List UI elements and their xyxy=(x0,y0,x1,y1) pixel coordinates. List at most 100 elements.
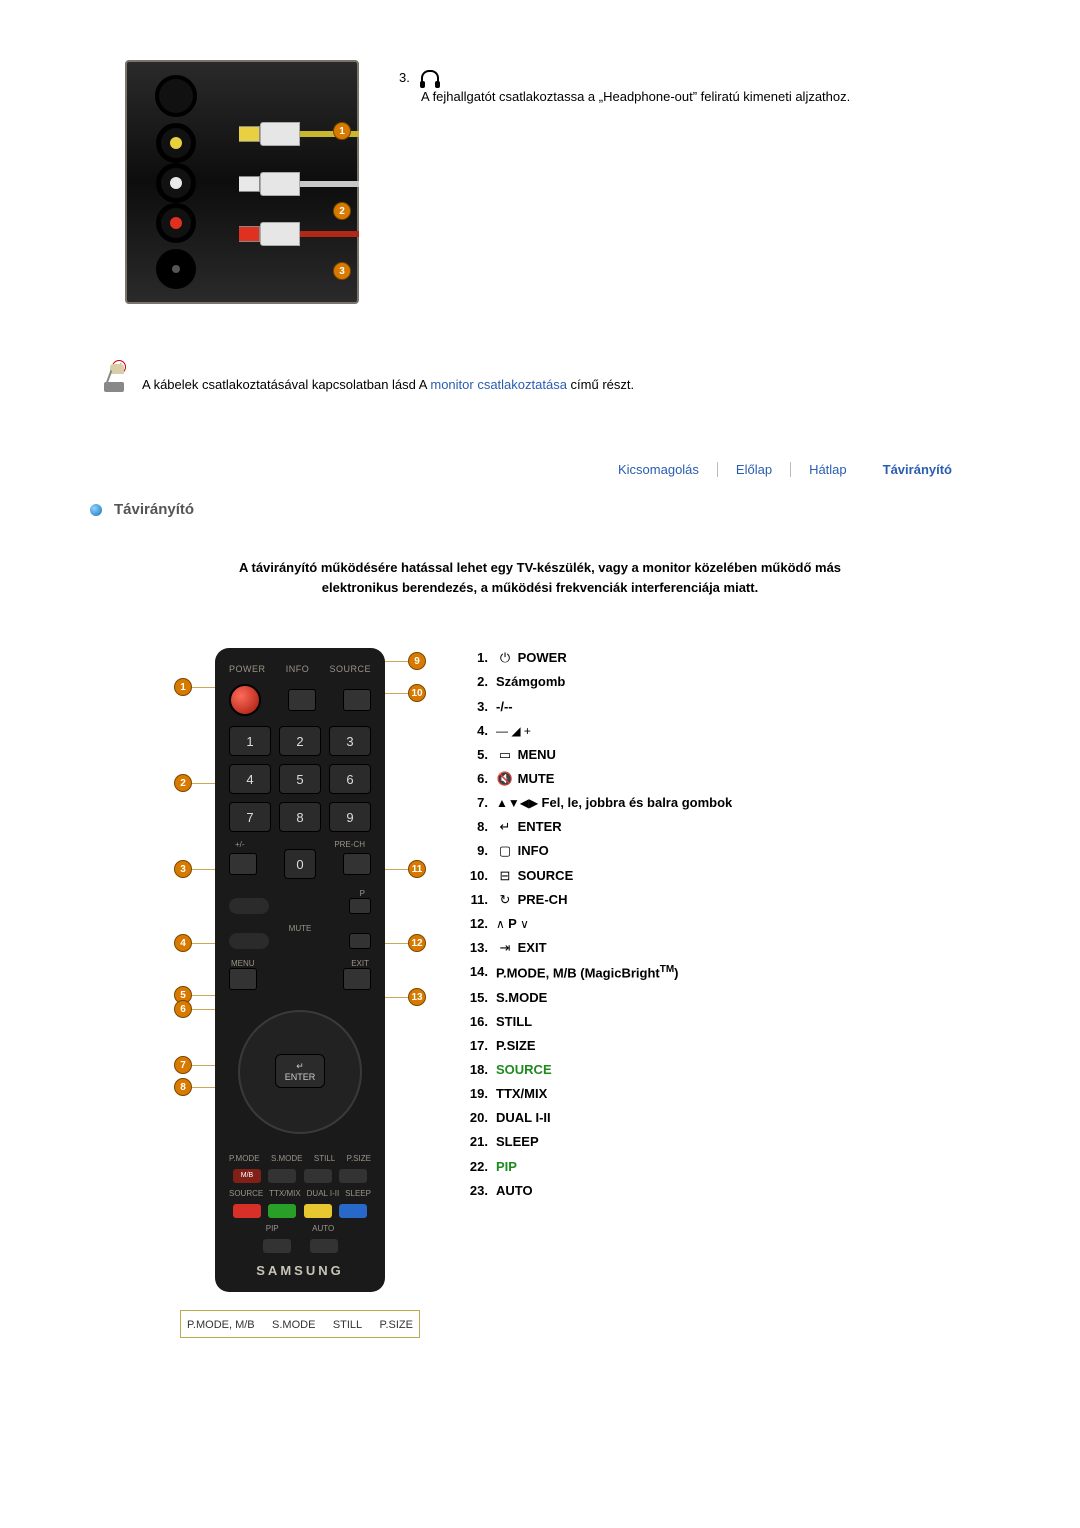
callout: 11 xyxy=(384,860,426,878)
teletext-color-button xyxy=(304,1204,332,1218)
remote-diagram: 12345678 910111213 POWER INFO SOURCE 123… xyxy=(180,648,420,1338)
rca-jack xyxy=(156,203,196,243)
legend-item: 3.-/-- xyxy=(460,697,732,717)
num-key: 1 xyxy=(229,726,271,756)
legend-item: 18.SOURCE xyxy=(460,1060,732,1080)
mute-rocker xyxy=(229,933,269,949)
legend-item: 2.Számgomb xyxy=(460,672,732,692)
callout: 3 xyxy=(174,860,216,878)
rca-cable xyxy=(239,170,359,198)
legend-item: 22.PIP xyxy=(460,1157,732,1177)
callout: 1 xyxy=(174,678,216,696)
info-button xyxy=(288,689,316,711)
headphone-jack xyxy=(156,249,196,289)
num-key: 2 xyxy=(279,726,321,756)
legend-item: 12.∧ P ∨ xyxy=(460,914,732,934)
pmode-legend: P.MODE, M/BS.MODESTILLP.SIZE xyxy=(180,1310,420,1338)
legend-item: 13.⇥ EXIT xyxy=(460,938,732,958)
num-key: 6 xyxy=(329,764,371,794)
legend-item: 11.↻ PRE-CH xyxy=(460,890,732,910)
info-label: INFO xyxy=(286,664,310,674)
teletext-color-button xyxy=(339,1204,367,1218)
section-title: Távirányító xyxy=(114,501,194,518)
av-badge: 2 xyxy=(333,202,351,220)
callout: 7 xyxy=(174,1056,216,1074)
tab-link[interactable]: Hátlap xyxy=(809,462,847,477)
num-key: 8 xyxy=(279,802,321,832)
power-button xyxy=(229,684,261,716)
num-key: 4 xyxy=(229,764,271,794)
callout: 8 xyxy=(174,1078,216,1096)
callout: 6 xyxy=(174,1000,216,1018)
still-button xyxy=(304,1169,332,1183)
legend-item: 4.— ◢ + xyxy=(460,721,732,741)
legend-item: 14.P.MODE, M/B (MagicBrightTM) xyxy=(460,962,732,983)
av-panel-image: 1 2 3 xyxy=(125,60,359,304)
legend-item: 6.🔇 MUTE xyxy=(460,769,732,789)
av-badge: 3 xyxy=(333,262,351,280)
p-up-button xyxy=(349,898,371,914)
smode-button xyxy=(268,1169,296,1183)
note-icon: ✓ xyxy=(100,364,128,392)
tab-link[interactable]: Kicsomagolás xyxy=(618,462,699,477)
interference-warning: A távirányító működésére hatással lehet … xyxy=(120,558,960,598)
rca-cable xyxy=(239,220,359,248)
tab-link[interactable]: Előlap xyxy=(736,462,772,477)
callout: 4 xyxy=(174,934,216,952)
legend-item: 20.DUAL I-II xyxy=(460,1108,732,1128)
zero-button: 0 xyxy=(284,849,316,879)
psize-button xyxy=(339,1169,367,1183)
callout: 10 xyxy=(384,684,426,702)
enter-button: ↵ENTER xyxy=(275,1054,325,1088)
legend-item: 1.⏻ POWER xyxy=(460,648,732,668)
numpad: 123 456 789 xyxy=(229,726,371,832)
legend-item: 15.S.MODE xyxy=(460,988,732,1008)
vol-rocker xyxy=(229,898,269,914)
num-key: 5 xyxy=(279,764,321,794)
callout: 2 xyxy=(174,774,216,792)
exit-button xyxy=(343,968,371,990)
num-key: 9 xyxy=(329,802,371,832)
pip-button xyxy=(263,1239,291,1253)
monitor-connection-link[interactable]: monitor csatlakoztatása xyxy=(430,377,567,392)
dpad: ↵ENTER xyxy=(229,1000,371,1150)
legend-item: 10.⊟ SOURCE xyxy=(460,866,732,886)
teletext-color-button xyxy=(268,1204,296,1218)
mb-button: M/B xyxy=(233,1169,261,1183)
rca-jack xyxy=(156,163,196,203)
legend-item: 16.STILL xyxy=(460,1012,732,1032)
auto-button xyxy=(310,1239,338,1253)
legend-item: 9.▢ INFO xyxy=(460,841,732,861)
tab-bar: Kicsomagolás Előlap Hátlap Távirányító xyxy=(90,462,990,477)
svideo-jack xyxy=(155,75,197,117)
legend-item: 19.TTX/MIX xyxy=(460,1084,732,1104)
cable-note: A kábelek csatlakoztatásával kapcsolatba… xyxy=(142,377,634,392)
button-legend-list: 1.⏻ POWER 2.Számgomb 3.-/-- 4.— ◢ + 5.▭ MENU… xyxy=(460,648,732,1205)
power-label: POWER xyxy=(229,664,266,674)
prech-button xyxy=(343,853,371,875)
teletext-color-button xyxy=(233,1204,261,1218)
source-label: SOURCE xyxy=(329,664,371,674)
source-button xyxy=(343,689,371,711)
brand-label: SAMSUNG xyxy=(229,1263,371,1278)
num-key: 7 xyxy=(229,802,271,832)
callout: 9 xyxy=(384,652,426,670)
menu-button xyxy=(229,968,257,990)
rca-jack xyxy=(156,123,196,163)
headphone-desc: A fejhallgatót csatlakoztassa a „Headpho… xyxy=(421,89,850,104)
av-badge: 1 xyxy=(333,122,351,140)
callout: 12 xyxy=(384,934,426,952)
legend-item: 21.SLEEP xyxy=(460,1132,732,1152)
legend-item: 5.▭ MENU xyxy=(460,745,732,765)
headphone-icon xyxy=(421,70,439,84)
legend-item: 17.P.SIZE xyxy=(460,1036,732,1056)
legend-item: 8.↵ ENTER xyxy=(460,817,732,837)
callout: 13 xyxy=(384,988,426,1006)
headphone-number: 3. xyxy=(399,70,421,104)
tab-remote-active[interactable]: Távirányító xyxy=(883,462,952,477)
num-key: 3 xyxy=(329,726,371,756)
p-down-button xyxy=(349,933,371,949)
dash-button xyxy=(229,853,257,875)
legend-item: 23.AUTO xyxy=(460,1181,732,1201)
section-bullet-icon xyxy=(90,504,102,516)
